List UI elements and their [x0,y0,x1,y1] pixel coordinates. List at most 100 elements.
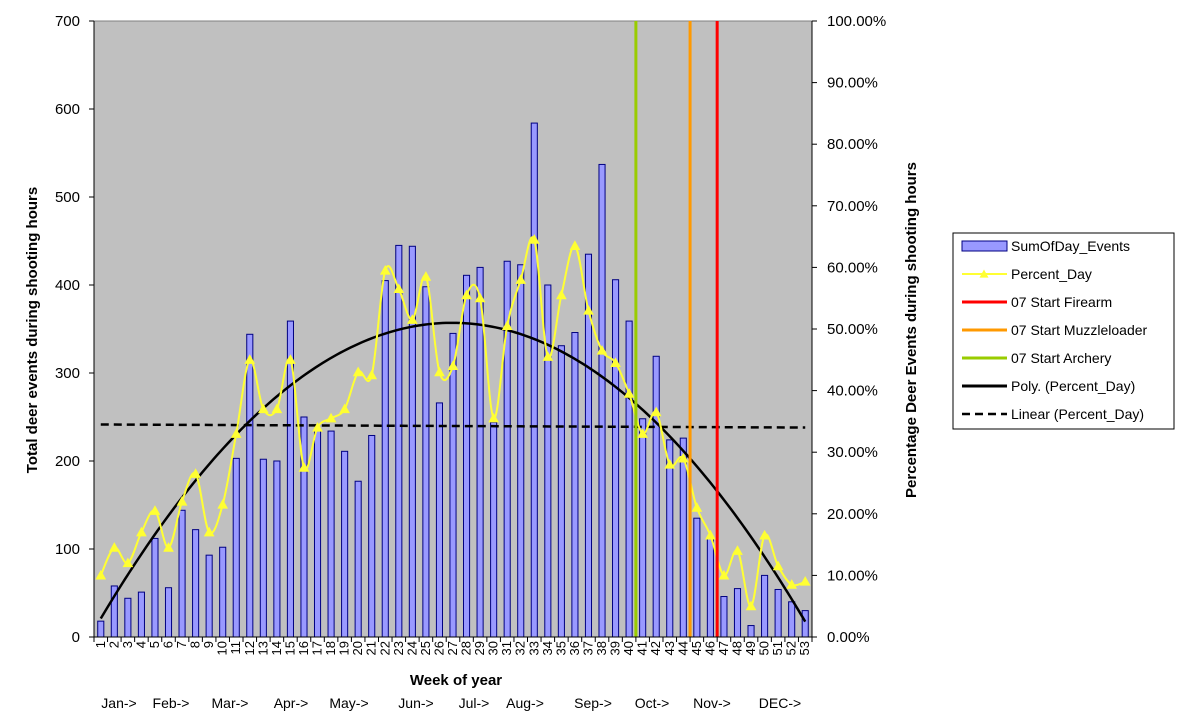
poly-trendline [99,321,807,623]
y-tick-label: 500 [55,189,80,206]
legend-sumofday-events-swatch [961,240,1008,252]
x-tick-label: 51 [770,641,785,655]
percent-marker-week-40 [623,388,635,398]
percent-marker-week-19 [339,403,350,414]
x-tick-label: 18 [323,641,338,655]
bar-week-21 [368,434,376,638]
bar-week-38 [598,163,606,638]
month-label: Aug-> [506,695,544,711]
x-tick-label: 23 [391,641,406,655]
percent-marker-week-41 [637,428,649,438]
percent-marker-week-13 [257,403,269,414]
percent-marker-week-8 [190,468,201,478]
x-tick-label: 5 [147,641,162,648]
percent-marker-week-34 [542,351,554,361]
y-tick-label: 700 [55,13,80,30]
x-tick-label: 39 [608,641,623,655]
bar-week-23 [395,244,403,638]
percent-marker-week-4 [136,526,147,537]
y-axis-title: Total deer events during shooting hours [24,187,41,473]
month-label: May-> [329,695,368,711]
bar-week-27 [449,332,457,638]
y2-tick-label: 60.00% [827,259,878,276]
percent-marker-week-7 [176,495,188,506]
x-tick-label: 50 [757,641,772,655]
percent-marker-week-6 [163,542,174,552]
percent-marker-week-45 [691,502,703,512]
month-label: DEC-> [759,695,801,711]
x-tick-label: 2 [106,641,121,648]
percent-marker-week-14 [271,403,283,414]
bar-week-4 [137,591,145,638]
percent-marker-week-21 [366,369,378,380]
plot-area [93,20,813,638]
bar-week-3 [124,597,132,638]
y-tick-label: 0 [72,629,80,646]
month-label: Mar-> [212,695,249,711]
x-tick-label: 47 [716,641,731,655]
bar-week-51 [774,588,782,638]
y2-tick-label: 40.00% [827,383,878,400]
bar-week-14 [273,460,281,638]
legend-poly-percent-day--label: Poly. (Percent_Day) [1011,378,1135,394]
percent-marker-week-27 [447,360,459,371]
x-tick-label: 40 [621,641,636,655]
bar-week-50 [761,574,769,638]
y2-tick-label: 80.00% [827,136,878,153]
x-axis-title: Week of year [410,672,502,689]
x-tick-label: 16 [296,641,311,655]
bar-week-26 [435,402,444,638]
bar-week-42 [652,355,660,638]
x-tick-label: 33 [526,641,541,655]
percent-marker-week-12 [244,354,256,364]
bar-week-24 [408,245,416,638]
percent-marker-week-25 [420,271,432,281]
percent-marker-week-15 [285,354,296,364]
x-tick-label: 19 [337,641,352,655]
bar-week-35 [557,345,565,638]
month-label: Feb-> [153,695,190,711]
x-tick-label: 28 [459,641,474,655]
bar-week-20 [354,480,362,638]
bar-week-49 [747,625,755,638]
legend-linear-percent-day--label: Linear (Percent_Day) [1011,406,1144,422]
y2-tick-label: 0.00% [827,629,870,646]
percent-marker-week-30 [488,412,499,423]
bar-week-8 [192,529,200,638]
x-tick-label: 35 [553,641,568,655]
y2-tick-label: 70.00% [827,198,878,215]
percent-marker-week-3 [122,557,134,568]
legend-percent-day-label: Percent_Day [1011,266,1092,282]
legend-07-start-archery-label: 07 Start Archery [1011,350,1111,366]
percent-marker-week-53 [799,576,811,586]
x-tick-label: 13 [255,641,270,655]
percent-marker-week-50 [759,529,770,540]
y-tick-label: 600 [55,101,80,118]
month-label: Jan-> [101,695,136,711]
legend: SumOfDay_Events Percent_Day 07 Start Firea… [952,232,1175,430]
bar-week-12 [246,333,254,638]
linear-trendline [100,423,806,429]
percent-marker-week-18 [325,412,337,423]
percent-marker-week-38 [596,345,608,355]
percent-marker-week-42 [650,406,662,417]
bar-week-25 [422,286,430,638]
bar-week-30 [490,421,498,638]
bar-week-13 [259,458,267,638]
x-tick-label: 7 [174,641,189,648]
x-tick-label: 9 [201,641,216,648]
bar-week-52 [788,601,796,638]
percent-marker-week-2 [108,542,120,552]
x-tick-label: 30 [486,641,501,655]
y-tick-label: 100 [55,541,80,558]
x-tick-label: 26 [431,641,446,655]
percent-marker-week-22 [379,264,391,275]
x-tick-label: 52 [784,641,799,655]
x-tick-label: 41 [635,641,650,655]
percent-marker-week-23 [393,283,405,294]
right-axis-ticks: 0.00% 10.00% 20.00% 30.00% 40.00% 50.00% 60.00… [812,13,886,646]
legend-07-start-firearm-label: 07 Start Firearm [1011,294,1112,310]
x-tick-label: 42 [648,641,663,655]
x-tick-label: 11 [228,641,243,655]
percent-marker-week-29 [474,292,486,303]
